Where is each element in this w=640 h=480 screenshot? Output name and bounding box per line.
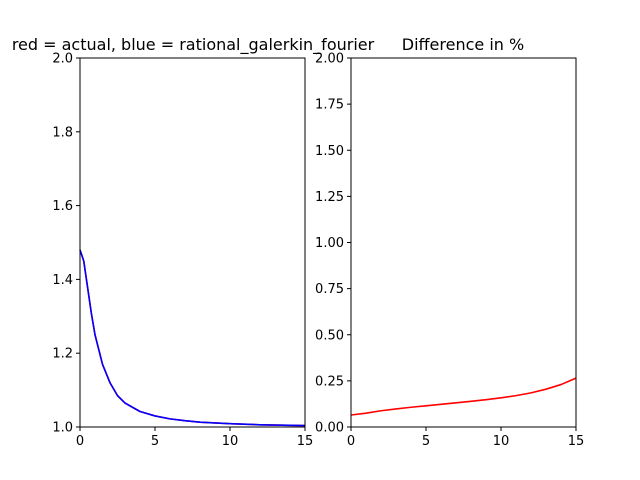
left-chart-title: red = actual, blue = rational_galerkin_f…	[12, 35, 375, 55]
right-ytick-label: 0.75	[315, 282, 344, 297]
left-ytick-label: 2.0	[52, 52, 73, 67]
left-plot-area: 0 5 10 15 1.0 1.2 1.4 1.6 1.8 2.0	[52, 52, 313, 450]
right-ytick-label: 1.50	[315, 144, 344, 159]
left-xtick-label: 15	[297, 434, 314, 449]
right-ytick-label: 1.75	[315, 98, 344, 113]
right-chart-title: Difference in %	[402, 35, 524, 54]
right-axes-frame	[350, 57, 577, 428]
subplot-left: red = actual, blue = rational_galerkin_f…	[12, 35, 375, 449]
right-ytick-label: 0.25	[315, 374, 344, 389]
left-ytick-label: 1.6	[52, 199, 73, 214]
right-ytick-label: 0.50	[315, 328, 344, 343]
left-ytick-label: 1.4	[52, 273, 73, 288]
left-axes-frame	[79, 57, 306, 428]
right-ytick-label: 1.25	[315, 190, 344, 205]
right-plot-area: 0 5 10 15 0.00 0.25 0.50 0.75 1.00 1.25 1.50 1.75 2.…	[315, 52, 584, 450]
right-ytick-label: 0.00	[315, 421, 344, 436]
right-ytick-label: 1.00	[315, 236, 344, 251]
subplot-right: Difference in % 0 5 10 15 0.00 0.25 0.50 0.75 1.…	[315, 35, 584, 449]
right-xtick-label: 15	[568, 434, 585, 449]
left-ytick-label: 1.2	[52, 347, 73, 362]
right-series-line-0	[350, 377, 577, 416]
left-xtick-label: 10	[222, 434, 239, 449]
left-ytick-label: 1.0	[52, 421, 73, 436]
left-ytick-label: 1.8	[52, 125, 73, 140]
right-xtick-label: 10	[493, 434, 510, 449]
left-xtick-label: 5	[151, 434, 159, 449]
right-xtick-label: 5	[422, 434, 430, 449]
right-ytick-label: 2.00	[315, 52, 344, 67]
left-xtick-label: 0	[76, 434, 84, 449]
left-series-line-0	[79, 249, 306, 427]
right-xtick-label: 0	[347, 434, 355, 449]
left-series-line-1	[79, 249, 306, 427]
